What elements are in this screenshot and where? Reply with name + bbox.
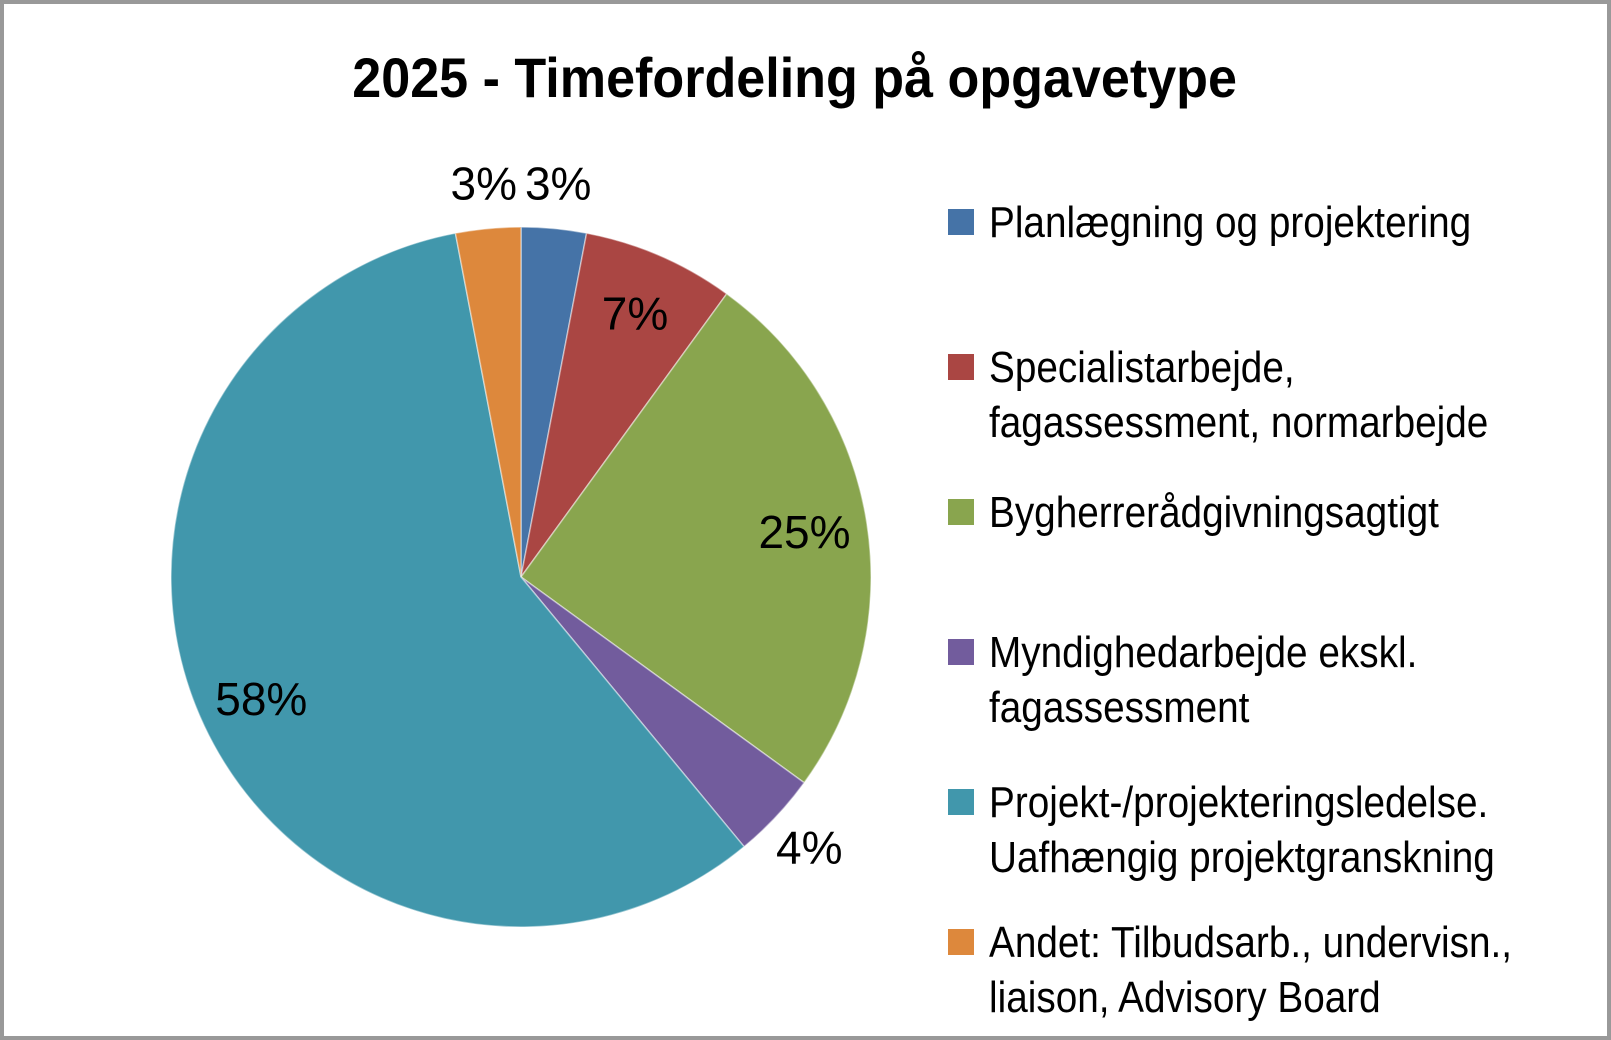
chart-title: 2025 - Timefordeling på opgavetype bbox=[4, 46, 1586, 110]
pie-slice-percent-label: 25% bbox=[758, 506, 850, 558]
pie-slice-percent-label: 3% bbox=[525, 157, 591, 209]
pie-slice-4 bbox=[520, 576, 806, 848]
pie-slice-percent-label: 3% bbox=[451, 157, 517, 209]
pie-slice-percent-label: 7% bbox=[602, 288, 668, 340]
pie-slice-percent-label: 58% bbox=[215, 673, 307, 725]
pie-chart: 3% 7% 25% 4% 58% 3% bbox=[170, 157, 872, 928]
pie-slice-5 bbox=[170, 232, 746, 928]
pie-slice-1 bbox=[520, 226, 588, 578]
pie-slice-percent-label: 4% bbox=[776, 822, 842, 874]
pie-slice-3 bbox=[519, 292, 872, 784]
pie-slice-2 bbox=[520, 232, 728, 578]
chart-title-text: 2025 - Timefordeling på opgavetype bbox=[352, 46, 1238, 109]
pie-slice-6 bbox=[454, 226, 522, 578]
